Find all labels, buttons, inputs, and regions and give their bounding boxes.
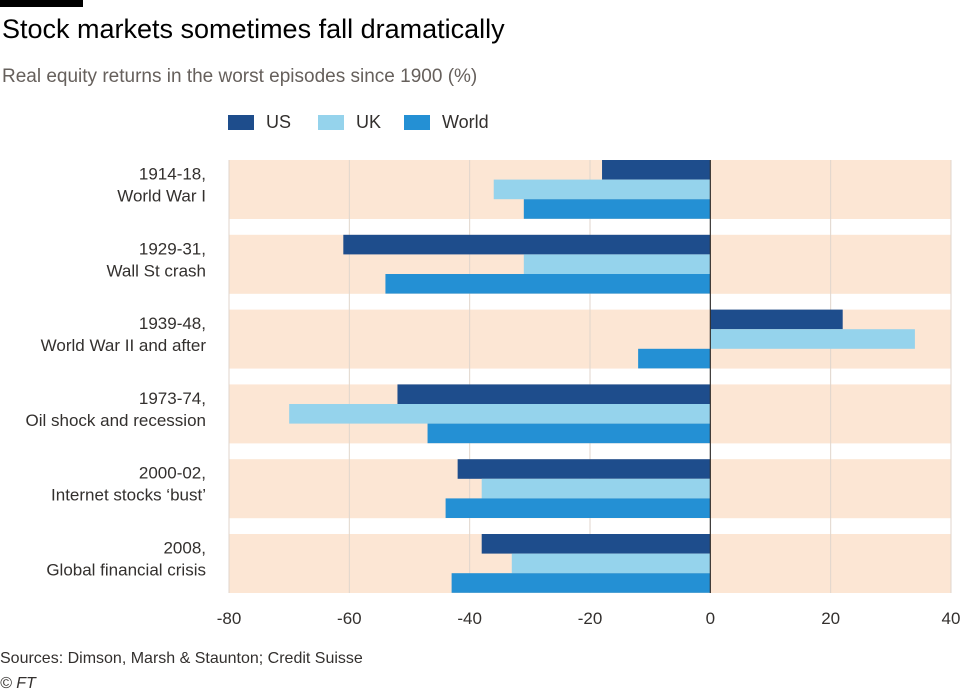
category-label-line: Internet stocks ‘bust’	[51, 486, 206, 505]
category-label: 1914-18, World War I	[117, 165, 206, 206]
category-label: 2000-02, Internet stocks ‘bust’	[51, 464, 206, 505]
bar-world	[445, 498, 711, 518]
category-labels: 1914-18, World War I 1929-31, Wall St crash…	[26, 165, 207, 580]
category-label-line: 1929-31,	[139, 239, 206, 258]
chart-subtitle: Real equity returns in the worst episode…	[2, 66, 478, 87]
legend-label-uk: UK	[356, 111, 382, 132]
x-axis-tick-labels: -80 -60 -40 -20 0 20 40	[217, 609, 961, 628]
category-label: 2008, Global financial crisis	[46, 539, 206, 580]
category-label-line: 2000-02,	[139, 464, 206, 483]
source-note: Sources: Dimson, Marsh & Staunton; Credi…	[0, 650, 363, 667]
category-label-line: 2008,	[163, 539, 206, 558]
bar-world	[427, 423, 711, 444]
category-label-line: Wall St crash	[106, 261, 206, 280]
bar-us	[457, 459, 711, 479]
bar-uk	[289, 404, 711, 424]
category-label-line: World War I	[117, 187, 206, 206]
bar-uk	[710, 329, 915, 349]
legend-item-uk: UK	[318, 110, 381, 134]
legend-label-us: US	[266, 111, 292, 132]
copyright: © FT	[0, 675, 36, 692]
legend-item-world: World	[404, 110, 489, 134]
category-label: 1939-48, World War II and after	[41, 314, 207, 355]
x-tick-label: 40	[942, 609, 961, 628]
category-label-line: 1973-74,	[139, 389, 206, 408]
bar-uk	[493, 179, 711, 200]
bar-us	[481, 534, 711, 554]
bars	[289, 160, 915, 593]
legend-swatch-us	[228, 114, 254, 130]
category-label-line: Global financial crisis	[46, 561, 206, 580]
x-tick-label: -20	[578, 609, 603, 628]
legend-item-us: US	[228, 110, 291, 134]
gridlines	[228, 160, 952, 593]
category-label-line: World War II and after	[41, 336, 207, 355]
legend-swatch-uk	[318, 114, 344, 130]
category-label-line: 1939-48,	[139, 314, 206, 333]
bar-uk	[481, 478, 711, 499]
bar-world	[638, 348, 711, 369]
chart-title: Stock markets sometimes fall dramaticall…	[2, 14, 505, 44]
x-tick-label: -60	[337, 609, 362, 628]
category-label: 1973-74, Oil shock and recession	[26, 389, 206, 430]
legend-swatch-world	[404, 114, 430, 130]
x-tick-label: 20	[821, 609, 840, 628]
legend-label-world: World	[442, 111, 489, 132]
category-label-line: 1914-18,	[139, 165, 206, 184]
bar-uk	[523, 254, 711, 274]
bar-us	[343, 234, 711, 255]
bar-us	[710, 309, 843, 330]
x-tick-label: -80	[217, 609, 242, 628]
ft-brand-bar	[0, 0, 83, 7]
bar-uk	[511, 553, 711, 574]
category-label: 1929-31, Wall St crash	[106, 239, 206, 280]
x-tick-label: -40	[457, 609, 482, 628]
x-tick-label: 0	[706, 609, 715, 628]
bar-us	[602, 160, 711, 180]
bar-world	[523, 199, 711, 219]
bar-world	[451, 573, 711, 593]
category-label-line: Oil shock and recession	[26, 411, 206, 430]
bar-world	[385, 274, 711, 294]
bar-us	[397, 384, 711, 404]
